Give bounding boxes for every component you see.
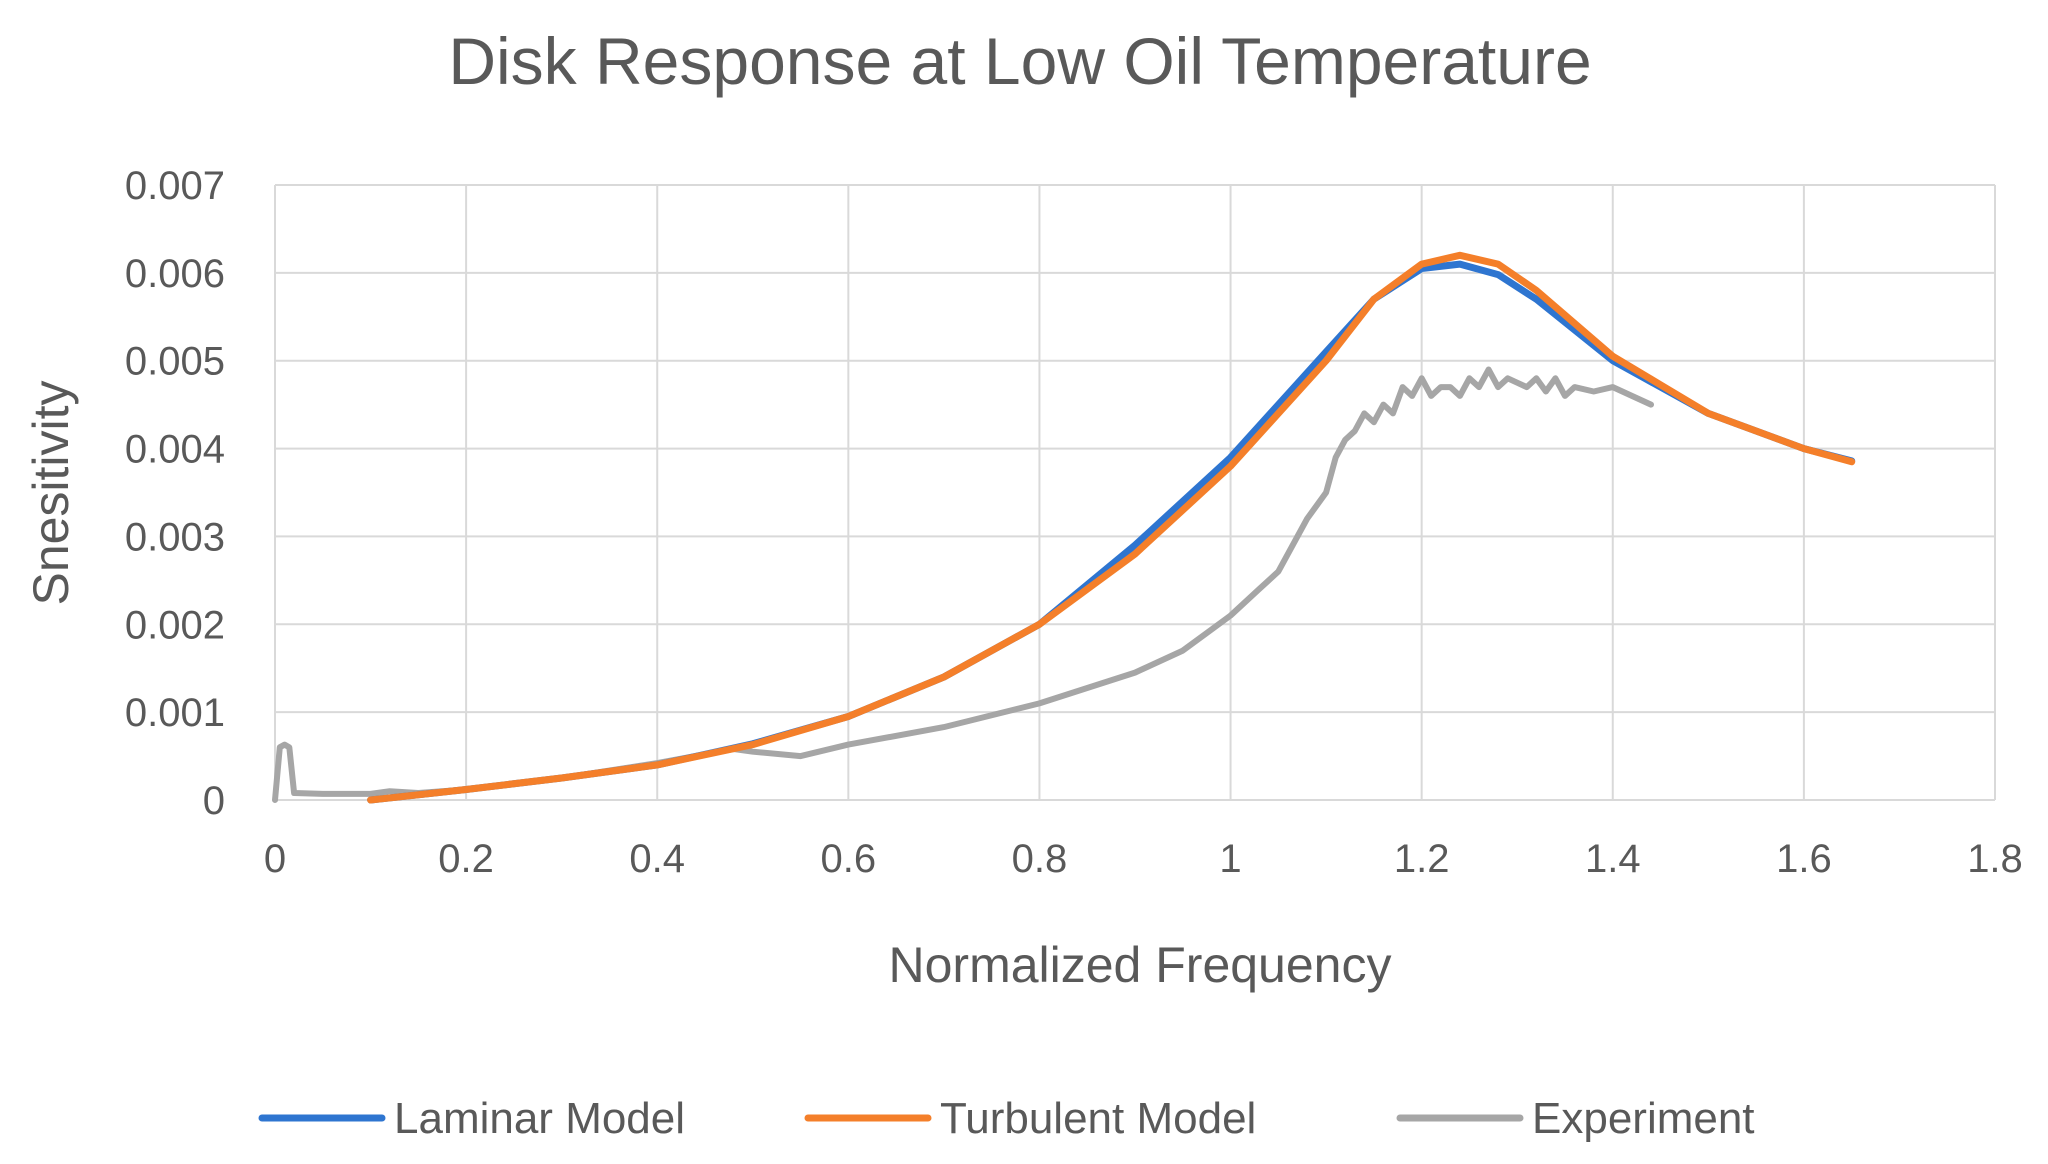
x-axis-label: Normalized Frequency (889, 937, 1392, 993)
y-tick-label: 0.001 (125, 691, 225, 735)
x-tick-label: 1.4 (1585, 837, 1641, 881)
laminar-model-line (367, 260, 1856, 804)
y-axis-label: Snesitivity (23, 380, 79, 605)
x-tick-label: 1.2 (1394, 837, 1450, 881)
x-tick-label: 0.2 (438, 837, 494, 881)
x-tick-label: 0.8 (1012, 837, 1068, 881)
y-tick-label: 0 (203, 779, 225, 823)
tick-labels: 0 0.001 0.002 0.003 0.004 0.005 0.006 0.007 0 0.2… (125, 164, 2023, 881)
x-tick-label: 0 (264, 837, 286, 881)
y-tick-label: 0.005 (125, 340, 225, 384)
turbulent-model-line (367, 251, 1856, 804)
x-tick-label: 0.6 (821, 837, 877, 881)
x-tick-label: 1.6 (1776, 837, 1832, 881)
x-tick-label: 1.8 (1967, 837, 2023, 881)
y-tick-label: 0.007 (125, 164, 225, 208)
x-tick-label: 0.4 (629, 837, 685, 881)
chart-title: Disk Response at Low Oil Temperature (448, 24, 1591, 98)
gridlines (274, 184, 1996, 801)
plot-series (272, 251, 1856, 804)
legend: Laminar Model Turbulent Model Experiment (258, 1094, 1755, 1143)
experiment-line (272, 366, 1654, 803)
x-tick-label: 1 (1219, 837, 1241, 881)
legend-label: Experiment (1532, 1094, 1755, 1143)
y-tick-label: 0.003 (125, 515, 225, 559)
legend-label: Laminar Model (394, 1094, 685, 1143)
y-tick-label: 0.006 (125, 252, 225, 296)
y-tick-label: 0.004 (125, 428, 225, 472)
legend-label: Turbulent Model (940, 1094, 1256, 1143)
y-tick-label: 0.002 (125, 603, 225, 647)
